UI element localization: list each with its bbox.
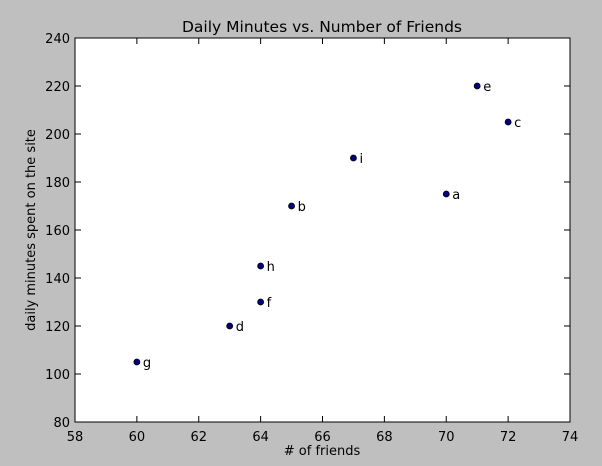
data-point-h: [257, 262, 265, 270]
data-point-c: [504, 118, 512, 126]
y-tick-label: 140: [45, 272, 70, 287]
data-point-a: [442, 190, 450, 198]
y-tick-label: 100: [45, 368, 70, 383]
data-point-f: [257, 298, 265, 306]
x-tick-label: 66: [314, 430, 331, 445]
x-tick-label: 60: [129, 430, 146, 445]
x-tick-label: 72: [500, 430, 517, 445]
plot-area: [74, 37, 571, 423]
data-points: [133, 82, 512, 366]
point-label-a: a: [452, 188, 460, 203]
point-label-g: g: [143, 356, 151, 371]
axis-ticks: [74, 37, 571, 423]
data-point-b: [288, 202, 295, 210]
point-label-f: f: [267, 296, 272, 311]
data-point-g: [133, 358, 141, 366]
chart-title: Daily Minutes vs. Number of Friends: [182, 18, 462, 36]
point-label-e: e: [483, 80, 491, 95]
point-label-b: b: [298, 200, 306, 215]
point-labels: a b c d e f g h i: [143, 80, 521, 371]
y-axis-label: daily minutes spent on the site: [24, 129, 39, 331]
data-point-i: [350, 154, 357, 162]
tick-labels: 58 60 62 64 66 68 70 72 74 80 100 120 140 160 180 200 22…: [45, 32, 578, 445]
y-tick-label: 200: [45, 128, 70, 143]
point-label-d: d: [236, 320, 244, 335]
x-tick-label: 62: [190, 430, 207, 445]
point-label-c: c: [514, 116, 521, 131]
y-tick-label: 80: [53, 416, 70, 431]
x-tick-label: 70: [438, 430, 455, 445]
y-tick-label: 160: [45, 224, 70, 239]
y-tick-label: 220: [45, 80, 70, 95]
x-axis-label: # of friends: [284, 444, 361, 459]
data-point-e: [473, 82, 481, 90]
x-tick-label: 74: [562, 430, 579, 445]
point-label-i: i: [359, 152, 363, 167]
data-point-d: [226, 322, 234, 330]
x-tick-label: 68: [376, 430, 393, 445]
y-tick-label: 240: [45, 32, 70, 47]
point-label-h: h: [267, 260, 275, 275]
x-tick-label: 58: [67, 430, 84, 445]
y-tick-label: 120: [45, 320, 70, 335]
x-tick-label: 64: [252, 430, 269, 445]
y-tick-label: 180: [45, 176, 70, 191]
